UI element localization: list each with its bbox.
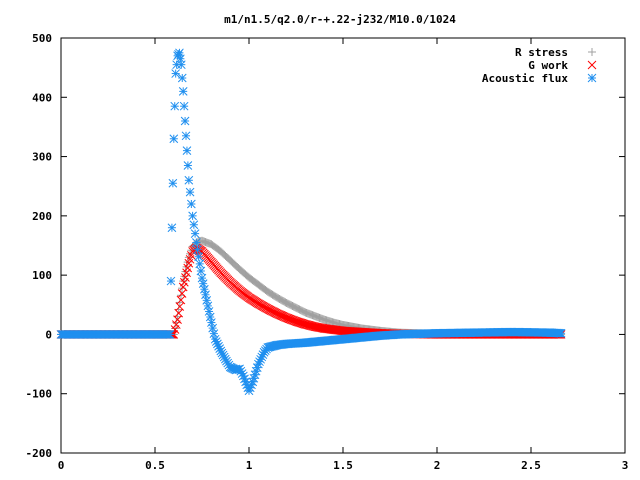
chart-title: m1/n1.5/q2.0/r-+.22-j232/M10.0/1024	[224, 13, 456, 26]
plot-frame	[60, 37, 626, 454]
x-tick-label-5: 2.5	[521, 459, 541, 472]
x-tick-label-2: 1	[246, 459, 253, 472]
legend-label-2: Acoustic flux	[482, 72, 568, 85]
x-tick-label-3: 1.5	[333, 459, 353, 472]
data-point	[170, 101, 180, 111]
data-point	[175, 298, 184, 307]
x-tick-label-6: 3	[622, 459, 629, 472]
data-point	[186, 199, 196, 209]
data-point	[183, 161, 193, 170]
data-point	[181, 131, 191, 141]
data-point	[180, 116, 190, 126]
y-tick-label-4: 100	[32, 269, 52, 282]
series-acoustic-flux	[56, 48, 566, 396]
legend-marker-0	[588, 48, 596, 56]
data-point	[178, 87, 188, 96]
data-point	[184, 175, 194, 185]
data-point	[199, 284, 209, 294]
data-point	[177, 73, 187, 83]
data-point	[202, 295, 212, 305]
series-g-work	[56, 243, 566, 339]
y-tick-label-6: -100	[26, 388, 53, 401]
data-point	[208, 323, 218, 333]
data-point	[174, 305, 183, 314]
x-tick-label-4: 2	[434, 459, 441, 472]
y-tick-label-7: -200	[26, 447, 53, 460]
data-point	[169, 134, 179, 144]
data-point	[205, 312, 215, 322]
data-point	[168, 178, 178, 188]
y-tick-label-1: 400	[32, 91, 52, 104]
x-tick-label-1: 0.5	[145, 459, 165, 472]
y-tick-label-2: 300	[32, 151, 52, 164]
data-point	[198, 279, 208, 289]
data-point	[171, 69, 181, 78]
data-point	[193, 245, 202, 255]
data-point	[188, 211, 197, 221]
data-point	[197, 273, 207, 283]
y-tick-label-0: 500	[32, 32, 52, 45]
data-point	[201, 290, 210, 300]
data-point	[207, 318, 216, 327]
data-point	[190, 229, 200, 238]
axis-ticks: 0 0.5 1 1.5 2 2.5 3 500 400 300 200 100 0 -100 -200	[26, 32, 629, 472]
data-point	[167, 223, 177, 233]
data-point	[209, 329, 219, 338]
data-point	[172, 318, 181, 327]
data-point	[192, 238, 201, 247]
data-point	[203, 301, 213, 311]
data-series	[56, 48, 566, 396]
data-point	[204, 307, 214, 316]
data-point	[166, 276, 176, 286]
legend-marker-1	[587, 60, 597, 70]
data-point	[189, 220, 199, 230]
data-point	[556, 328, 566, 338]
legend-label-0: R stress	[515, 46, 568, 59]
data-point	[171, 320, 181, 329]
data-point	[182, 146, 192, 155]
data-point	[176, 60, 186, 70]
legend-label-1: G work	[528, 59, 568, 72]
data-point	[165, 330, 175, 339]
data-point	[195, 259, 205, 269]
y-tick-label-5: 0	[45, 328, 52, 341]
data-point	[185, 187, 195, 197]
x-tick-label-0: 0	[58, 459, 65, 472]
data-point	[196, 266, 206, 276]
legend-marker-2	[587, 73, 597, 83]
data-point	[179, 101, 189, 111]
y-tick-label-3: 200	[32, 210, 52, 223]
data-point	[194, 252, 203, 262]
